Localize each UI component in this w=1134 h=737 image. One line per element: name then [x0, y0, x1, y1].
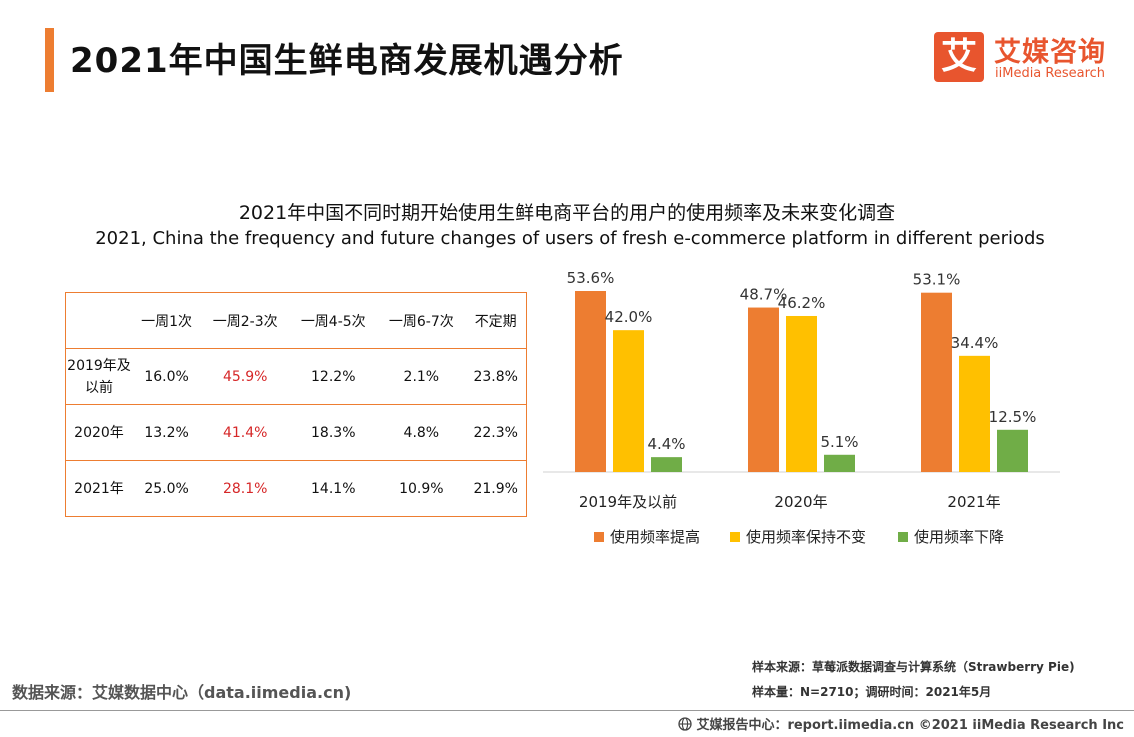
table-cell: 21.9% — [473, 480, 518, 497]
title-accent-bar — [45, 28, 54, 92]
table-cell-highlight: 41.4% — [222, 424, 268, 441]
footer-divider — [0, 710, 1134, 711]
footer-text: 艾媒报告中心：report.iimedia.cn ©2021 iiMedia R… — [696, 718, 1124, 733]
table-cell-highlight: 45.9% — [222, 368, 268, 385]
table-row-label: 2021年 — [74, 480, 124, 497]
table-cell: 2.1% — [403, 368, 440, 385]
bar — [575, 291, 606, 472]
data-label: 12.5% — [989, 408, 1037, 426]
table-header-row: 一周1次 一周2-3次 一周4-5次 一周6-7次 不定期 — [66, 293, 527, 349]
category-label: 2021年 — [947, 493, 1000, 511]
category-label: 2020年 — [774, 493, 827, 511]
iimedia-logo: 艾 艾媒咨询 iiMedia Research — [934, 30, 1124, 86]
legend-swatch — [730, 532, 740, 542]
sample-size-note: 样本量：N=2710；调研时间：2021年5月 — [752, 685, 992, 699]
data-label: 34.4% — [951, 334, 999, 352]
data-label: 53.1% — [913, 271, 961, 289]
logo-cn-text: 艾媒咨询 — [994, 37, 1106, 68]
row-label-line2: 以前 — [85, 379, 113, 396]
legend-swatch — [594, 532, 604, 542]
page-title: 2021年中国生鲜电商发展机遇分析 — [70, 41, 624, 81]
table-cell: 22.3% — [473, 424, 518, 441]
globe-icon — [678, 717, 693, 731]
table-cell: 23.8% — [473, 368, 518, 385]
legend-item: 使用频率保持不变 — [730, 526, 866, 547]
logo-en-text: iiMedia Research — [995, 66, 1106, 81]
data-label: 48.7% — [740, 286, 788, 304]
table-row-label: 2019年及 以前 — [66, 349, 133, 405]
table-cell: 12.2% — [311, 368, 356, 385]
bar — [824, 454, 855, 472]
table-row-label: 2020年 — [74, 424, 124, 441]
row-label-line1: 2019年及 — [67, 357, 131, 374]
table-cell-highlight: 28.1% — [222, 480, 268, 497]
table-row: 2020年 13.2% 41.4% 18.3% 4.8% 22.3% — [65, 404, 527, 461]
data-label: 53.6% — [567, 269, 615, 287]
table-header-cell: 一周6-7次 — [388, 313, 454, 330]
legend-label: 使用频率提高 — [610, 528, 701, 546]
legend-label: 使用频率保持不变 — [746, 528, 867, 546]
data-label: 46.2% — [778, 294, 826, 312]
frequency-table: 一周1次 一周2-3次 一周4-5次 一周6-7次 不定期 2019年及 以前 … — [65, 292, 527, 517]
table-cell: 13.2% — [144, 424, 189, 441]
data-label: 4.4% — [647, 435, 685, 453]
table-header-cell: 一周4-5次 — [300, 313, 366, 330]
footer: 艾媒报告中心：report.iimedia.cn ©2021 iiMedia R… — [678, 714, 1124, 733]
logo-mark: 艾 — [934, 32, 984, 82]
table-cell: 25.0% — [144, 480, 189, 497]
legend-item: 使用频率提高 — [594, 526, 700, 547]
category-label: 2019年及以前 — [579, 493, 677, 511]
chart-title-en: 2021, China the frequency and future cha… — [95, 228, 1045, 249]
table-row: 2019年及 以前 16.0% 45.9% 12.2% 2.1% 23.8% — [65, 348, 527, 405]
table-cell: 10.9% — [399, 480, 444, 497]
data-source: 数据来源：艾媒数据中心（data.iimedia.cn) — [12, 683, 352, 702]
data-label: 5.1% — [820, 433, 858, 451]
bar — [959, 355, 990, 472]
bar — [921, 292, 952, 472]
bar — [651, 457, 682, 472]
legend-swatch — [898, 532, 908, 542]
table-row: 2021年 25.0% 28.1% 14.1% 10.9% 21.9% — [65, 460, 527, 517]
bar — [997, 429, 1028, 472]
table-cell: 16.0% — [144, 368, 189, 385]
chart-title-cn: 2021年中国不同时期开始使用生鲜电商平台的用户的使用频率及未来变化调查 — [238, 202, 896, 224]
legend-label: 使用频率下降 — [914, 528, 1005, 546]
legend-item: 使用频率下降 — [898, 526, 1004, 547]
table-cell: 18.3% — [311, 424, 356, 441]
table-cell: 14.1% — [311, 480, 356, 497]
bar — [613, 330, 644, 472]
table-header-cell: 一周2-3次 — [212, 313, 278, 330]
table-header-cell: 不定期 — [474, 313, 517, 330]
table-header-cell: 一周1次 — [141, 313, 193, 330]
sample-source-note: 样本来源：草莓派数据调查与计算系统（Strawberry Pie) — [752, 660, 1075, 674]
bar — [786, 315, 817, 472]
data-label: 42.0% — [605, 308, 653, 326]
bar — [748, 307, 779, 472]
table-cell: 4.8% — [403, 424, 440, 441]
